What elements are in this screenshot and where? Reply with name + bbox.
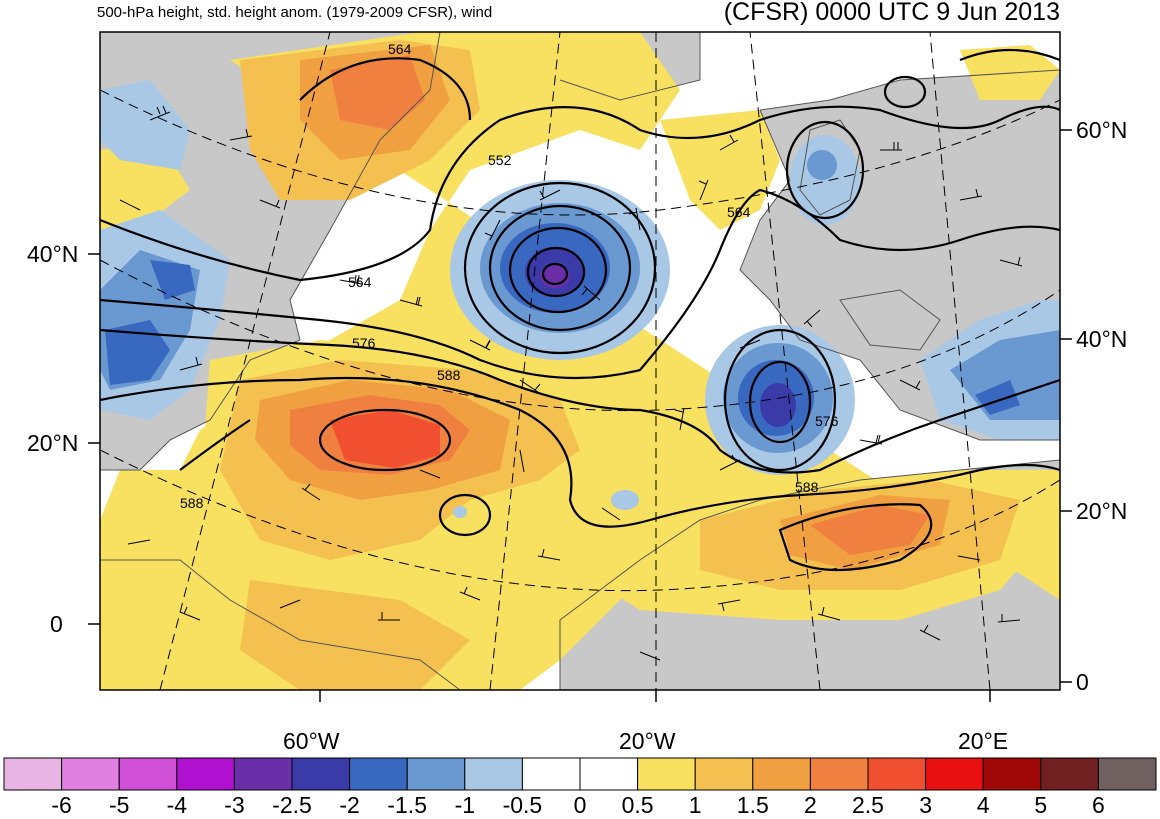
colorbar-swatch (867, 757, 927, 791)
colorbar-label: 1.5 (736, 792, 769, 818)
colorbar-swatch (752, 757, 811, 791)
colorbar-swatch (61, 757, 120, 791)
lon-label: 20°E (958, 728, 1009, 754)
left-lat-label: 40°N (27, 241, 79, 267)
colorbar-swatch (233, 757, 293, 791)
colorbar-swatch (3, 757, 63, 791)
colorbar-swatch (982, 757, 1042, 791)
right-lat-label: 20°N (1076, 498, 1128, 524)
contour-label: 564 (727, 204, 751, 220)
colorbar-label: -1.5 (387, 792, 427, 818)
colorbar-label: -6 (51, 792, 72, 818)
map-frame (99, 31, 1061, 691)
colorbar-swatch (406, 757, 466, 791)
map-ticks (88, 129, 1072, 702)
colorbar-swatch (694, 757, 754, 791)
right-lat-label: 0 (1076, 669, 1089, 695)
lon-label: 60°W (283, 728, 340, 754)
left-lat-label: 0 (50, 611, 63, 637)
colorbar-swatch (1097, 757, 1157, 791)
colorbar-label: 0.5 (621, 792, 654, 818)
map-right-title: (CFSR) 0000 UTC 9 Jun 2013 (723, 0, 1060, 26)
colorbar-label: -2.5 (272, 792, 312, 818)
right-lat-label: 40°N (1076, 326, 1128, 352)
colorbar-swatch (1040, 757, 1099, 791)
colorbar-swatch (349, 757, 408, 791)
contour-labels: 564 552 564 564 576 588 588 576 588 (180, 41, 839, 511)
colorbar-swatch (118, 757, 178, 791)
wind-barbs (119, 105, 1023, 661)
lon-label: 20°W (619, 728, 676, 754)
colorbar-swatch (521, 757, 581, 791)
right-lat-label: 60°N (1076, 117, 1128, 143)
contour-label: 576 (815, 413, 839, 429)
colorbar-label: -0.5 (502, 792, 543, 818)
contour-label: 552 (488, 152, 512, 168)
colorbar-swatch (925, 757, 984, 791)
contour-label: 588 (180, 495, 204, 511)
left-lat-label: 20°N (27, 430, 79, 456)
colorbar-swatch (809, 757, 869, 791)
colorbar-label: -1 (454, 792, 476, 818)
map-content (100, 32, 1060, 690)
anomaly-shading (100, 32, 1060, 690)
colorbar-label: 3 (919, 792, 932, 818)
colorbar-swatch (637, 757, 696, 791)
colorbar-label: -3 (224, 792, 245, 818)
contour-label: 576 (352, 335, 376, 351)
colorbar-label: -5 (108, 792, 130, 818)
colorbar-swatch (176, 757, 235, 791)
colorbar-label: 2 (803, 792, 817, 818)
colorbar-label: -2 (339, 792, 360, 818)
colorbar-label: -4 (166, 792, 188, 818)
colorbar (3, 757, 1157, 791)
contour-label: 588 (795, 479, 819, 495)
colorbar-swatch (464, 757, 523, 791)
coastlines (100, 32, 1060, 690)
colorbar-swatch (291, 757, 351, 791)
colorbar-label: 5 (1034, 792, 1048, 818)
colorbar-label: 0 (573, 792, 587, 818)
colorbar-labels: -6 -5 -4 -3 -2.5 -2 -1.5 -1 -0.5 0 0.5 1 1.5 2 2.5 3 4 5 6 (0, 792, 1160, 818)
contour-label: 564 (348, 274, 372, 290)
colorbar-label: 4 (976, 792, 990, 818)
map-left-title: 500-hPa height, std. height anom. (1979-… (97, 4, 493, 21)
colorbar-label: 2.5 (852, 792, 884, 818)
colorbar-label: 6 (1091, 792, 1105, 818)
height-contours (100, 48, 1060, 572)
colorbar-label: 1 (688, 792, 702, 818)
colorbar-swatch (579, 757, 639, 791)
contour-label: 588 (437, 367, 461, 383)
contour-label: 564 (388, 41, 412, 57)
